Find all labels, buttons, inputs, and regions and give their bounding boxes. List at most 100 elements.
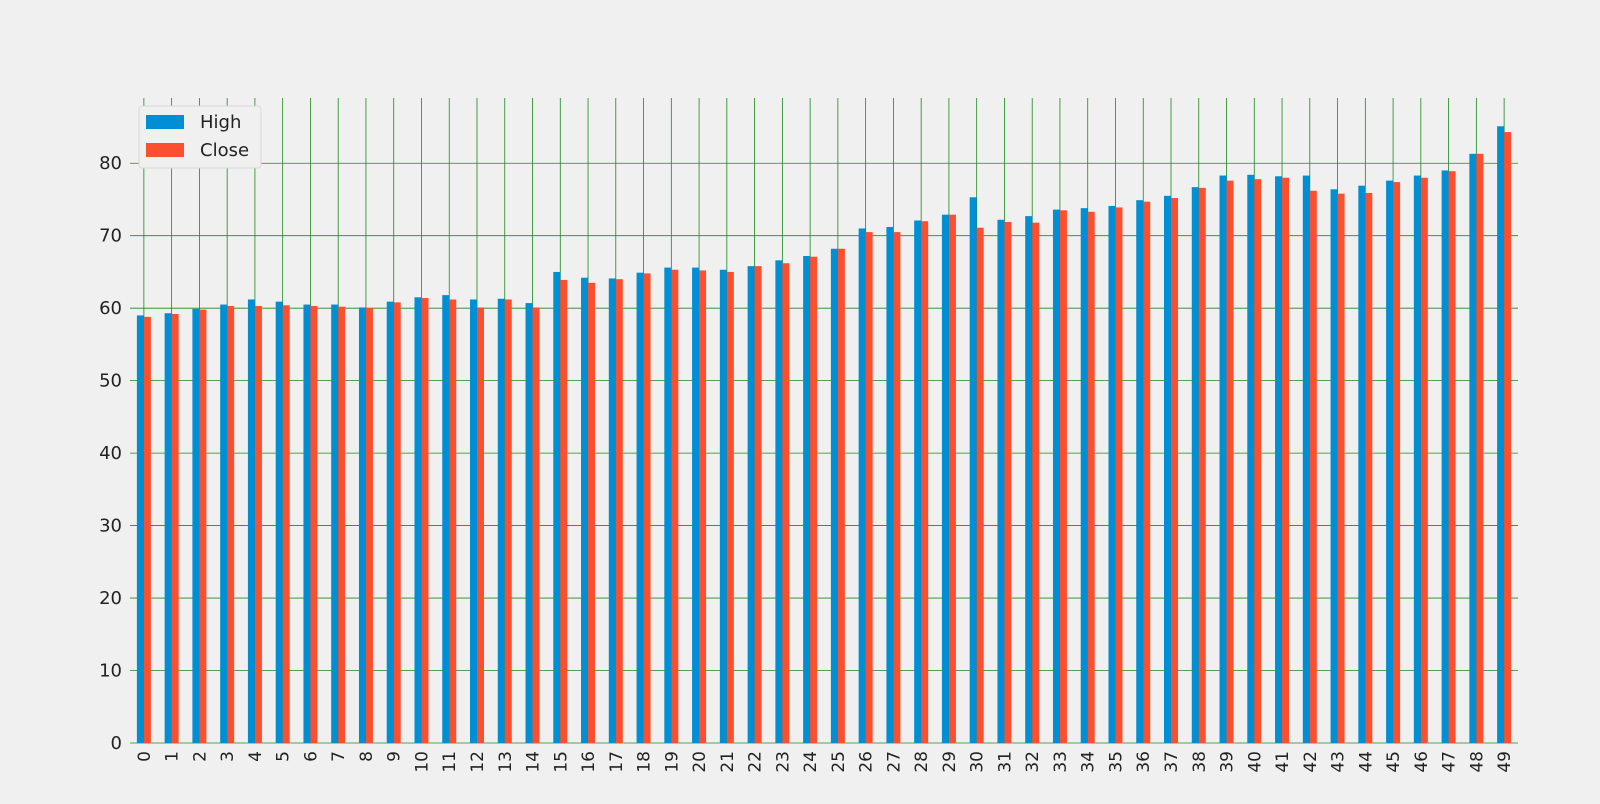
- y-tick-label: 30: [99, 516, 122, 537]
- bar-high: [719, 269, 727, 743]
- x-tick-label: 38: [1190, 751, 1210, 773]
- bar-high: [1275, 176, 1283, 744]
- bar-close: [1254, 179, 1262, 744]
- x-tick-label: 0: [135, 751, 155, 762]
- bar-high: [886, 227, 894, 743]
- y-tick-label: 0: [111, 733, 122, 754]
- bar-close: [171, 313, 179, 743]
- bar-high: [636, 272, 644, 743]
- x-tick-label: 26: [857, 751, 877, 773]
- bar-high: [136, 315, 144, 743]
- bar-high: [997, 219, 1005, 743]
- bar-high: [664, 267, 672, 743]
- bar-close: [921, 221, 929, 743]
- y-tick-label: 80: [99, 153, 122, 174]
- bar-close: [893, 232, 901, 743]
- bar-close: [588, 282, 596, 743]
- x-tick-label: 30: [968, 751, 988, 773]
- bar-high: [192, 308, 200, 743]
- legend-swatch-close: [146, 143, 184, 157]
- bar-close: [1198, 187, 1206, 743]
- bar-close: [1282, 177, 1290, 743]
- bar-high: [1358, 185, 1366, 743]
- x-tick-label: 15: [551, 751, 571, 773]
- legend-label-high: High: [200, 112, 241, 133]
- bar-high: [941, 214, 949, 743]
- x-tick-label: 29: [940, 751, 960, 773]
- bar-high: [803, 255, 811, 743]
- x-tick-label: 39: [1218, 751, 1238, 773]
- bar-high: [553, 271, 561, 743]
- bar-close: [1420, 177, 1428, 743]
- bar-close: [1087, 211, 1095, 744]
- x-tick-label: 34: [1079, 751, 1099, 773]
- bar-high: [1108, 205, 1116, 743]
- x-tick-label: 4: [246, 751, 266, 762]
- bar-high: [275, 301, 283, 743]
- bar-high: [692, 267, 700, 743]
- bars: [136, 126, 1512, 744]
- bar-high: [414, 297, 422, 743]
- x-tick-label: 47: [1440, 751, 1460, 773]
- x-tick-label: 14: [524, 751, 544, 773]
- bar-high: [303, 304, 311, 743]
- bar-high: [1469, 153, 1477, 744]
- bar-close: [449, 299, 457, 743]
- x-tick-label: 2: [190, 751, 210, 762]
- bar-high: [247, 299, 255, 743]
- x-tick-label: 40: [1245, 751, 1265, 773]
- x-tick-label: 11: [440, 751, 460, 773]
- bar-high: [1025, 216, 1033, 743]
- bar-close: [310, 305, 318, 743]
- bar-high: [581, 277, 589, 743]
- bar-close: [810, 256, 818, 743]
- x-tick-label: 7: [329, 751, 349, 762]
- x-tick-label: 10: [412, 751, 432, 773]
- bar-close: [143, 316, 151, 743]
- x-tick-label: 37: [1162, 751, 1182, 773]
- bar-high: [1219, 175, 1227, 744]
- bar-high: [830, 248, 838, 743]
- bar-high: [1441, 170, 1449, 743]
- x-tick-label: 43: [1329, 751, 1349, 773]
- bar-close: [754, 266, 762, 743]
- x-tick-label: 22: [746, 751, 766, 773]
- legend: High Close: [138, 105, 262, 169]
- bar-high: [525, 303, 533, 743]
- bar-close: [837, 248, 845, 743]
- x-tick-label: 28: [912, 751, 932, 773]
- bar-high: [220, 304, 228, 743]
- bar-high: [858, 228, 866, 743]
- y-tick-label: 20: [99, 588, 122, 609]
- x-tick-label: 31: [995, 751, 1015, 773]
- x-tick-label: 45: [1384, 751, 1404, 773]
- bar-high: [1080, 208, 1088, 744]
- x-tick-label: 46: [1412, 751, 1432, 773]
- bar-high: [1302, 175, 1310, 744]
- bar-high: [747, 266, 755, 743]
- y-axis-tick-labels: 0 10 20 30 40 50 60 70 80: [99, 153, 122, 754]
- bar-close: [1309, 190, 1317, 743]
- y-tick-label: 40: [99, 443, 122, 464]
- bar-high: [358, 307, 366, 743]
- bar-close: [782, 263, 790, 743]
- x-tick-label: 5: [274, 751, 294, 762]
- x-tick-label: 25: [829, 751, 849, 773]
- bar-close: [865, 232, 873, 743]
- bar-close: [421, 298, 429, 743]
- x-tick-label: 44: [1356, 751, 1376, 773]
- x-tick-label: 13: [496, 751, 516, 773]
- bar-high: [331, 304, 339, 743]
- bar-high: [1497, 126, 1505, 744]
- legend-swatch-high: [146, 115, 184, 129]
- x-tick-label: 48: [1467, 751, 1487, 773]
- x-tick-label: 24: [801, 751, 821, 773]
- bar-close: [976, 227, 984, 743]
- bar-close: [643, 273, 651, 743]
- bar-high: [470, 299, 477, 743]
- bar-high: [914, 220, 922, 743]
- bar-close: [393, 302, 401, 743]
- bar-high: [608, 278, 616, 743]
- bar-close: [1504, 132, 1512, 744]
- x-tick-label: 35: [1106, 751, 1126, 773]
